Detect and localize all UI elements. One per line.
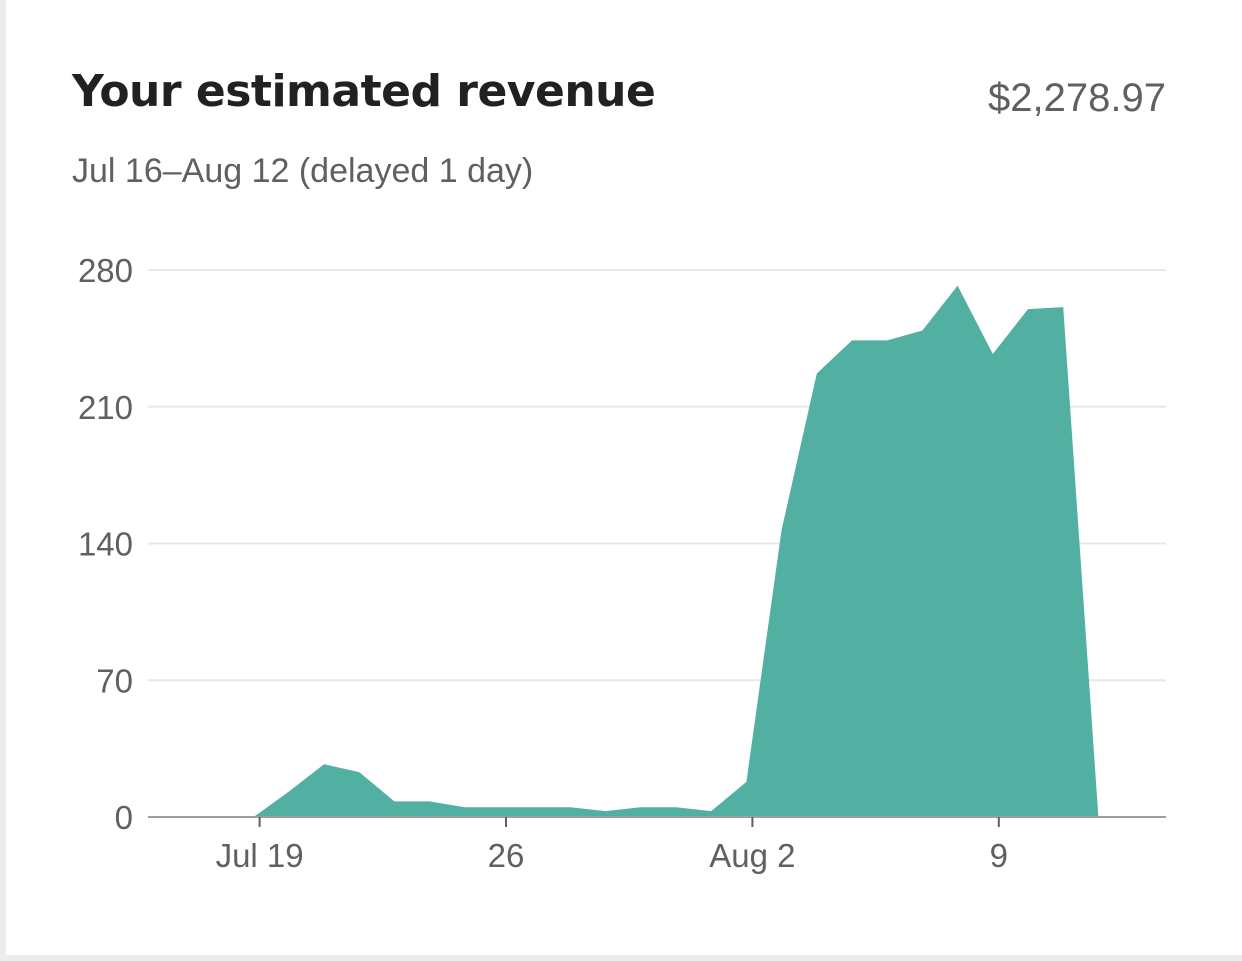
y-tick-label: 140 bbox=[78, 526, 133, 563]
revenue-area[interactable] bbox=[148, 285, 1099, 818]
x-axis bbox=[148, 816, 1166, 827]
area-series bbox=[148, 285, 1099, 818]
x-tick-label: Jul 19 bbox=[216, 837, 304, 874]
y-tick-label: 210 bbox=[78, 389, 133, 426]
date-range: Jul 16–Aug 12 (delayed 1 day) bbox=[72, 152, 534, 190]
x-tick-label: 26 bbox=[488, 837, 525, 874]
y-tick-label: 70 bbox=[96, 662, 133, 699]
x-tick-label: 9 bbox=[990, 837, 1008, 874]
y-tick-label: 280 bbox=[78, 252, 133, 289]
card-title: Your estimated revenue bbox=[72, 66, 656, 117]
x-tick-label: Aug 2 bbox=[709, 837, 795, 874]
y-tick-label: 0 bbox=[115, 799, 133, 836]
axis-labels: 0 70 140 210 280 Jul 19 26 Aug 2 9 bbox=[78, 252, 1008, 874]
revenue-total: $2,278.97 bbox=[988, 76, 1166, 120]
